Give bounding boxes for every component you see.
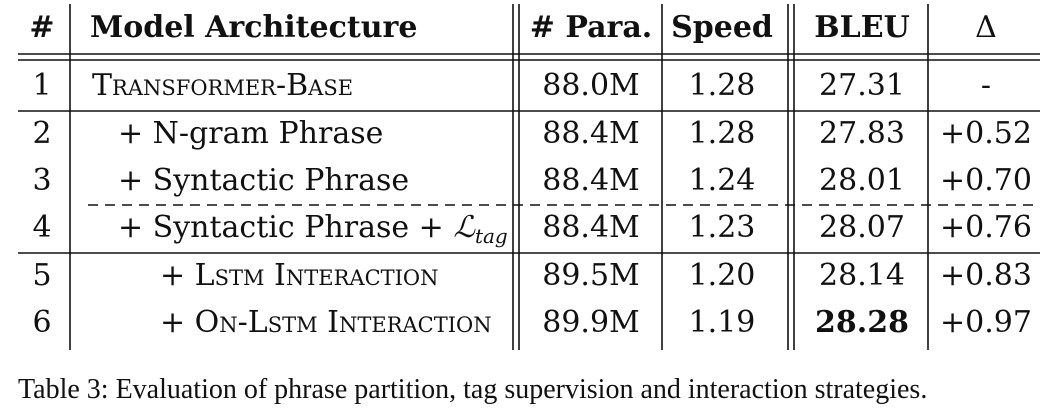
row-1-bleu: 27.31 — [819, 68, 905, 103]
row-5-delta: +0.83 — [940, 258, 1032, 293]
row-2-delta: +0.52 — [940, 116, 1032, 151]
row-4-loss-symbol: ℒtag — [453, 210, 508, 248]
row-1-delta: - — [980, 68, 992, 103]
row-3-model: + Syntactic Phrase — [118, 163, 410, 198]
row-1-speed: 1.28 — [688, 68, 756, 103]
row-6-num: 6 — [32, 305, 52, 340]
header-model: Model Architecture — [90, 10, 418, 45]
row-4-speed: 1.23 — [688, 210, 756, 245]
row-5-model: + Lstm Interaction — [160, 258, 439, 293]
row-5-num: 5 — [32, 258, 52, 293]
row-6-model: + On-Lstm Interaction — [160, 305, 492, 340]
row-1-params: 88.0M — [542, 68, 640, 103]
row-2-bleu: 27.83 — [819, 116, 905, 151]
header-speed: Speed — [671, 10, 773, 45]
loss-script-l: ℒ — [453, 210, 475, 245]
loss-subscript: tag — [474, 224, 508, 248]
row-4-delta: +0.76 — [940, 210, 1032, 245]
row-4-params: 88.4M — [542, 210, 640, 245]
header-delta: Δ — [975, 10, 997, 45]
row-2-params: 88.4M — [542, 116, 640, 151]
row-6-delta: +0.97 — [940, 305, 1032, 340]
row-4-num: 4 — [32, 210, 52, 245]
row-3-speed: 1.24 — [688, 163, 756, 198]
row-3-delta: +0.70 — [940, 163, 1032, 198]
row-6-speed: 1.19 — [688, 305, 756, 340]
row-1-num: 1 — [32, 68, 52, 103]
row-3-num: 3 — [32, 163, 52, 198]
row-3-bleu: 28.01 — [819, 163, 905, 198]
row-4-model-text: + Syntactic Phrase + — [118, 210, 454, 245]
row-5-params: 89.5M — [542, 258, 640, 293]
row-5-bleu: 28.14 — [819, 258, 905, 293]
header-num: # — [29, 10, 55, 45]
table-rules — [18, 4, 1040, 350]
row-2-num: 2 — [32, 116, 52, 151]
header-bleu: BLEU — [814, 10, 910, 45]
row-4-model: + Syntactic Phrase + ℒtag — [118, 204, 518, 252]
row-3-params: 88.4M — [542, 163, 640, 198]
row-1-model: Transformer-Base — [92, 68, 354, 103]
header-params: # Para. — [529, 10, 653, 45]
row-5-speed: 1.20 — [688, 258, 756, 293]
row-4-bleu: 28.07 — [819, 210, 905, 245]
row-6-params: 89.9M — [542, 305, 640, 340]
row-2-model: + N-gram Phrase — [118, 116, 384, 151]
row-2-speed: 1.28 — [688, 116, 756, 151]
row-6-bleu-best: 28.28 — [815, 305, 909, 340]
table-caption: Table 3: Evaluation of phrase partition,… — [18, 374, 928, 405]
